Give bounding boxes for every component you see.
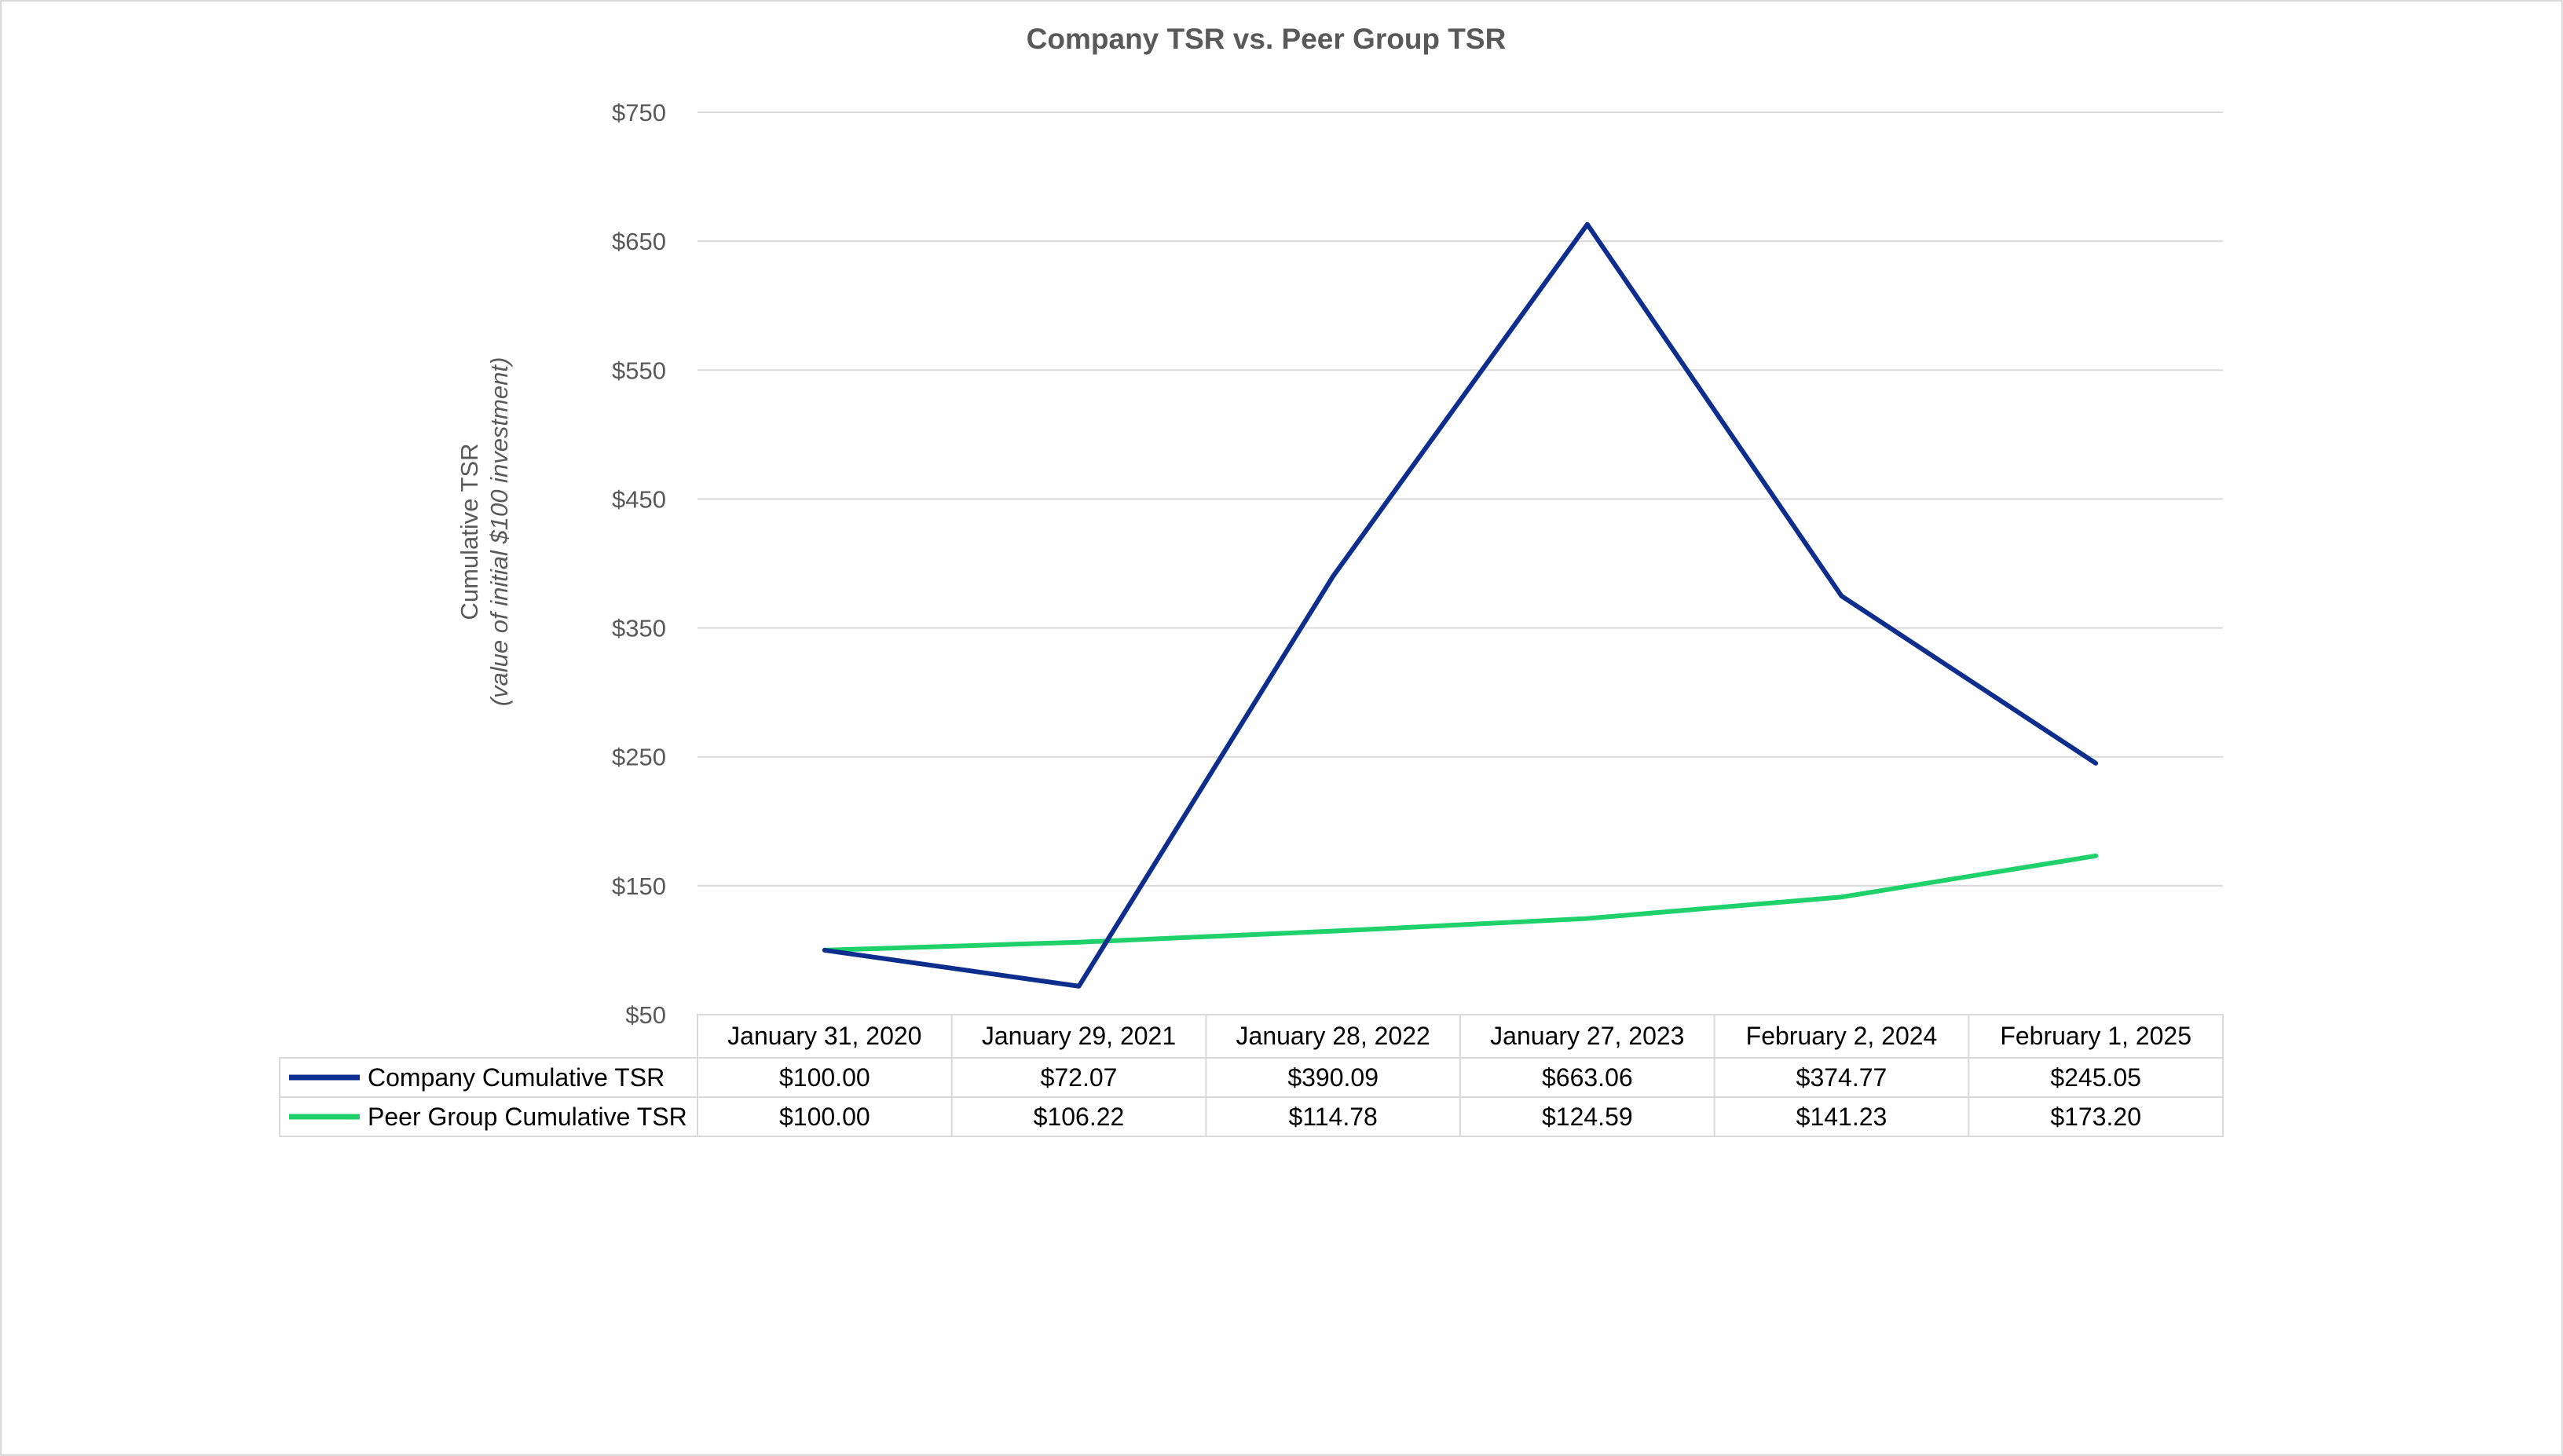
y-tick-label: $250 [612, 744, 666, 771]
table-cell-value: $72.07 [1041, 1063, 1118, 1092]
y-tick-label: $650 [612, 228, 666, 255]
x-category-label: January 29, 2021 [982, 1022, 1176, 1050]
y-tick-label: $450 [612, 485, 666, 513]
table-cell-value: $663.06 [1542, 1063, 1633, 1092]
legend-label: Peer Group Cumulative TSR [368, 1103, 687, 1131]
table-cell-value: $141.23 [1796, 1103, 1887, 1131]
x-category-label: January 28, 2022 [1236, 1022, 1430, 1050]
y-axis-label: Cumulative TSR (value of initial $100 in… [456, 357, 513, 707]
x-category-label: January 31, 2020 [727, 1022, 921, 1050]
x-category-label: February 1, 2025 [2000, 1022, 2191, 1050]
series-line-company [822, 221, 2099, 989]
y-tick-label: $150 [612, 873, 666, 900]
y-axis-title: Cumulative TSR [456, 443, 483, 620]
table-cell-value: $100.00 [779, 1103, 870, 1131]
table-cell-value: $245.05 [2050, 1063, 2141, 1092]
y-tick-labels: $50 $150 $250 $350 $450 $550 $650 $750 [612, 99, 666, 1029]
table-cell-value: $173.20 [2050, 1103, 2141, 1131]
table-cell-value: $100.00 [779, 1063, 870, 1092]
y-tick-label: $350 [612, 615, 666, 642]
table-cell-value: $390.09 [1287, 1063, 1379, 1092]
x-category-label: February 2, 2024 [1746, 1022, 1938, 1050]
table-cell-value: $374.77 [1796, 1063, 1887, 1092]
y-tick-label: $550 [612, 357, 666, 384]
y-tick-label: $750 [612, 99, 666, 126]
y-tick-label: $50 [625, 1001, 666, 1029]
table-cell-value: $114.78 [1289, 1103, 1378, 1131]
x-category-label: January 27, 2023 [1490, 1022, 1684, 1050]
series-line-peer-group [822, 853, 2099, 953]
series-lines [822, 221, 2099, 989]
table-cell-value: $124.59 [1542, 1103, 1633, 1131]
table-cell-value: $106.22 [1034, 1103, 1125, 1131]
legend-label: Company Cumulative TSR [368, 1063, 665, 1092]
data-table: January 31, 2020 January 29, 2021 January … [279, 1014, 2224, 1137]
y-axis-subtitle: (value of initial $100 investment) [485, 357, 513, 707]
gridlines [698, 112, 2223, 887]
chart-title: Company TSR vs. Peer Group TSR [1027, 23, 1507, 55]
